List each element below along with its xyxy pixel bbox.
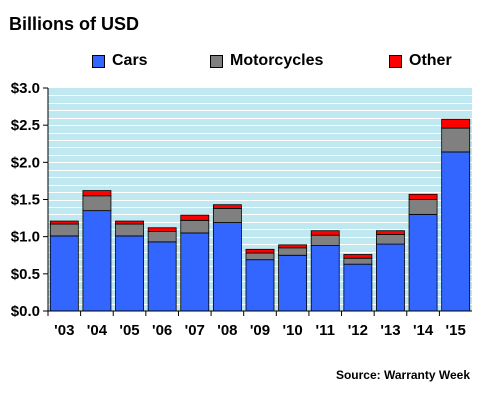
y-tick-label: $1.0 — [11, 229, 40, 246]
bar-cars — [212, 222, 242, 312]
y-tick-label: $1.5 — [11, 192, 40, 209]
x-tick-label: '12 — [348, 322, 368, 339]
bar-other — [441, 118, 471, 129]
legend-item-motorcycles: Motorcycles — [210, 52, 323, 70]
bar-other — [147, 227, 177, 232]
x-tick-label: '03 — [54, 322, 74, 339]
bar-motorcycles — [147, 231, 177, 243]
legend-swatch-motorcycles — [210, 54, 223, 68]
x-tick-label: '07 — [185, 322, 205, 339]
bar-motorcycles — [82, 195, 112, 212]
bar-motorcycles — [115, 223, 144, 237]
legend-item-other: Other — [389, 52, 452, 70]
bar-motorcycles — [245, 252, 275, 261]
legend-item-cars: Cars — [92, 52, 148, 70]
bar-motorcycles — [278, 247, 308, 256]
bar-motorcycles — [343, 257, 373, 265]
bar-other — [376, 230, 405, 235]
bar-cars — [115, 235, 144, 312]
bar-other — [115, 220, 144, 225]
bar-cars — [343, 263, 373, 312]
bar-motorcycles — [49, 223, 79, 237]
bar-other — [82, 190, 112, 197]
bar-cars — [376, 243, 405, 312]
x-tick-label: '05 — [119, 322, 139, 339]
legend-label-other: Other — [409, 52, 452, 69]
bar-cars — [310, 245, 340, 312]
bar-other — [180, 214, 210, 221]
bar-other — [343, 254, 373, 259]
source-note: Source: Warranty Week — [335, 368, 470, 382]
bar-motorcycles — [212, 208, 242, 223]
bar-cars — [408, 213, 438, 312]
bar-other — [245, 248, 275, 254]
x-tick-label: '10 — [282, 322, 302, 339]
y-tick-label: $2.0 — [11, 154, 40, 171]
legend-swatch-cars — [92, 54, 105, 68]
bar-motorcycles — [310, 234, 340, 246]
bar-cars — [82, 210, 112, 312]
x-tick-label: '13 — [380, 322, 400, 339]
legend-label-cars: Cars — [112, 52, 148, 69]
bar-cars — [180, 232, 210, 312]
x-tick-label: '06 — [152, 322, 172, 339]
bar-other — [278, 244, 308, 249]
y-tick-label: $0.5 — [11, 266, 40, 283]
bar-other — [49, 220, 79, 225]
y-tick-label: $2.5 — [11, 117, 40, 134]
x-tick-label: '15 — [446, 322, 466, 339]
x-tick-label: '09 — [250, 322, 270, 339]
legend-label-motorcycles: Motorcycles — [230, 52, 324, 69]
bar-other — [408, 193, 438, 200]
y-tick-label: $0.0 — [11, 303, 40, 320]
legend-swatch-other — [389, 54, 402, 68]
bar-other — [212, 204, 242, 209]
bar-motorcycles — [376, 234, 405, 245]
bar-other — [310, 230, 340, 236]
x-tick-label: '08 — [217, 322, 237, 339]
bar-cars — [49, 235, 79, 312]
bar-cars — [245, 259, 275, 312]
bar-motorcycles — [441, 127, 471, 153]
bar-cars — [441, 151, 471, 312]
bar-cars — [147, 241, 177, 312]
bar-cars — [278, 254, 308, 312]
x-tick-label: '11 — [316, 322, 335, 339]
bar-motorcycles — [408, 199, 438, 215]
x-tick-label: '14 — [413, 322, 434, 339]
x-tick-label: '04 — [87, 322, 108, 339]
bar-motorcycles — [180, 219, 210, 234]
chart-title: Billions of USD — [9, 14, 139, 34]
y-tick-label: $3.0 — [11, 80, 40, 97]
